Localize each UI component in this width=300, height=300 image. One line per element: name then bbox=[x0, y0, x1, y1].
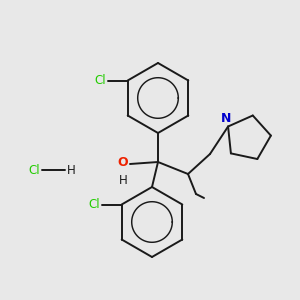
Text: H: H bbox=[67, 164, 76, 176]
Text: Cl: Cl bbox=[88, 198, 100, 211]
Text: Cl: Cl bbox=[28, 164, 40, 176]
Text: N: N bbox=[221, 112, 231, 124]
Text: H: H bbox=[119, 174, 128, 187]
Text: O: O bbox=[117, 157, 128, 169]
Text: Cl: Cl bbox=[94, 74, 106, 87]
